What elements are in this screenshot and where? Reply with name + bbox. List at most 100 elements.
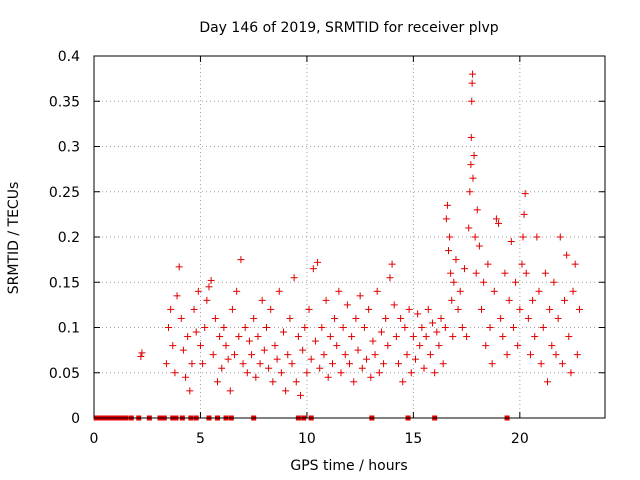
data-point — [441, 324, 449, 331]
data-point — [392, 333, 400, 341]
x-tick-label: 5 — [196, 431, 205, 447]
data-point — [248, 351, 256, 359]
data-point — [169, 342, 177, 350]
data-point — [401, 324, 409, 331]
data-point — [341, 351, 349, 359]
data-point — [273, 355, 281, 363]
data-point — [301, 324, 309, 331]
data-point — [422, 333, 430, 341]
data-point — [492, 215, 500, 223]
data-point — [224, 355, 232, 363]
data-point — [282, 387, 290, 395]
data-point — [445, 247, 453, 255]
marks-layer — [93, 70, 583, 421]
data-point — [320, 351, 328, 359]
data-point — [539, 324, 547, 331]
data-point — [388, 260, 396, 268]
data-point — [541, 269, 549, 277]
data-point — [288, 360, 296, 368]
data-point — [303, 369, 311, 377]
data-point — [337, 369, 345, 377]
data-point — [309, 265, 317, 273]
data-point — [424, 305, 432, 313]
data-point — [165, 324, 173, 331]
data-point — [328, 360, 336, 368]
data-point — [520, 210, 528, 218]
data-point — [297, 391, 305, 399]
data-point — [458, 324, 466, 331]
data-point — [488, 360, 496, 368]
data-point — [207, 276, 215, 284]
data-point — [529, 296, 537, 304]
data-point — [495, 219, 503, 227]
data-point — [190, 305, 198, 313]
data-point — [386, 274, 394, 282]
data-point — [471, 233, 479, 241]
data-point — [503, 351, 511, 359]
y-tick-label: 0.3 — [58, 140, 80, 156]
data-point — [437, 314, 445, 322]
data-point — [435, 342, 443, 350]
data-point — [403, 351, 411, 359]
data-point — [412, 355, 420, 363]
data-point — [463, 333, 471, 341]
x-axis-label: GPS time / hours — [290, 458, 407, 474]
data-point — [199, 360, 207, 368]
data-point — [563, 251, 571, 259]
data-point — [561, 296, 569, 304]
data-point — [521, 190, 529, 198]
data-point — [550, 278, 558, 286]
data-point — [469, 70, 477, 78]
data-point — [192, 328, 200, 336]
data-point — [262, 324, 270, 331]
data-point — [220, 324, 228, 331]
data-point — [460, 265, 468, 273]
x-tick-label: 15 — [404, 431, 422, 447]
data-point — [267, 305, 275, 313]
data-point — [294, 333, 302, 341]
y-tick-label: 0.25 — [49, 185, 80, 201]
data-point — [573, 351, 581, 359]
data-point — [243, 369, 251, 377]
data-point — [314, 258, 322, 266]
data-point — [237, 256, 245, 264]
data-point — [512, 278, 520, 286]
data-point — [565, 333, 573, 341]
data-point — [552, 351, 560, 359]
data-point — [405, 305, 413, 313]
data-point — [519, 233, 527, 241]
data-point — [235, 333, 243, 341]
data-point — [167, 305, 175, 313]
data-point — [426, 351, 434, 359]
data-point — [348, 333, 356, 341]
data-point — [480, 278, 488, 286]
data-point — [516, 305, 524, 313]
data-point — [211, 314, 219, 322]
data-point — [454, 305, 462, 313]
data-point — [350, 378, 358, 386]
data-point — [526, 351, 534, 359]
data-point — [522, 269, 530, 277]
data-point — [216, 333, 224, 341]
data-point — [486, 324, 494, 331]
data-point — [449, 333, 457, 341]
data-point — [203, 296, 211, 304]
data-point — [371, 351, 379, 359]
data-point — [394, 360, 402, 368]
data-point — [363, 355, 371, 363]
data-point — [233, 287, 241, 295]
data-point — [497, 314, 505, 322]
data-point — [414, 310, 422, 318]
ticks-layer: 0 0.05 0.1 0.15 0.2 0.25 0.3 0.35 0.4 0 5 10 15 20 — [49, 49, 605, 447]
data-point — [473, 206, 481, 214]
data-point — [499, 333, 507, 341]
data-point — [452, 256, 460, 264]
data-point — [254, 333, 262, 341]
data-point — [316, 364, 324, 372]
data-point — [399, 378, 407, 386]
data-point — [456, 287, 464, 295]
data-point — [354, 346, 362, 354]
data-point — [305, 305, 313, 313]
data-point — [390, 301, 398, 309]
data-point — [213, 378, 221, 386]
